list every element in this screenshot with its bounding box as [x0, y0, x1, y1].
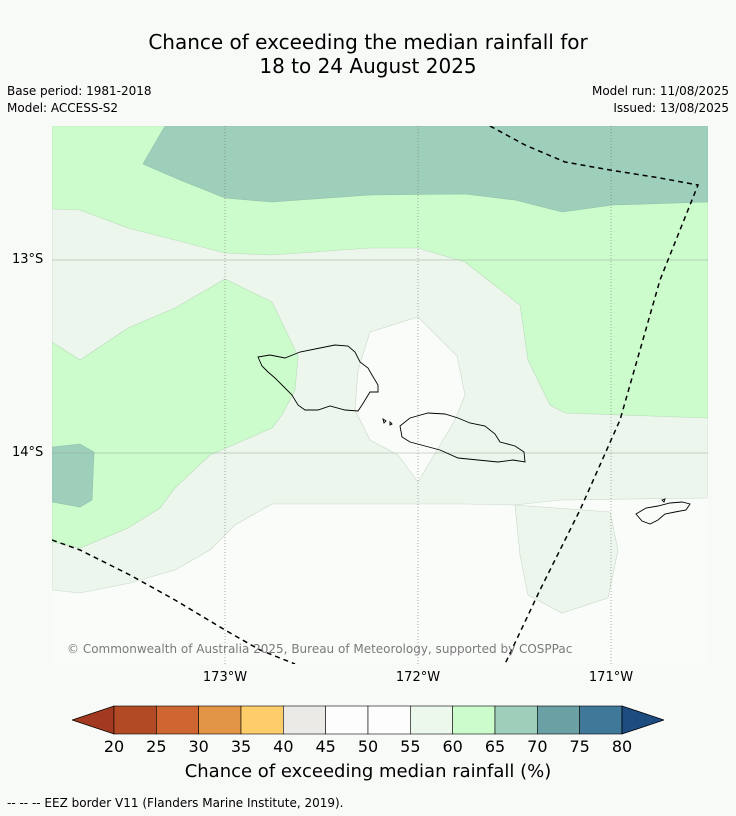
colorbar-tick-40: 40: [273, 737, 294, 756]
model-name: Model: ACCESS-S2: [7, 101, 119, 115]
colorbar-tick-60: 60: [442, 737, 463, 756]
colorbar-cell-50-55: [367, 705, 411, 735]
meta-right: Model run: 11/08/2025 Issued: 13/08/2025: [592, 83, 729, 117]
colorbar-cell-45-50: [325, 705, 369, 735]
colorbar-cell-30-35: [198, 705, 242, 735]
colorbar-tick-20: 20: [103, 737, 125, 756]
eez-border: [52, 126, 700, 664]
tutuila-island: [635, 501, 691, 525]
map-title: Chance of exceeding the median rainfall …: [0, 30, 736, 78]
colorbar-tick-55: 55: [400, 737, 421, 756]
zone-60-65-west: [52, 278, 299, 549]
savaii-island: [257, 344, 379, 412]
rainfall-map: [52, 126, 708, 664]
lon-label-171w: 171°W: [588, 670, 634, 685]
colorbar-cell-20-25: [113, 705, 157, 735]
gridlines: [52, 126, 708, 664]
model-run: Model run: 11/08/2025: [591, 84, 729, 98]
lat-label-13s: 13°S: [12, 252, 44, 267]
zone-55-60-east: [514, 504, 619, 614]
colorbar-arrow-low: [72, 705, 115, 735]
lon-label-172w: 172°W: [395, 670, 441, 685]
title-line-2: 18 to 24 August 2025: [259, 54, 477, 78]
eez-footnote: -- -- -- EEZ border V11 (Flanders Marine…: [7, 796, 344, 810]
colorbar-tick-65: 65: [484, 737, 506, 756]
colorbar-tick-50: 50: [357, 737, 379, 756]
meta-left: Base period: 1981-2018 Model: ACCESS-S2: [7, 83, 152, 117]
colorbar-cell-35-40: [240, 705, 284, 735]
colorbar: [72, 705, 664, 735]
colorbar-tick-45: 45: [315, 737, 336, 756]
coastlines: [257, 344, 691, 525]
colorbar-cell-25-30: [156, 705, 199, 735]
colorbar-cell-65-70: [494, 705, 538, 735]
colorbar-tick-30: 30: [188, 737, 209, 756]
colorbar-tick-25: 25: [146, 737, 167, 756]
zone-65-70-north: [142, 126, 708, 213]
copyright-notice: © Commonwealth of Australia 2025, Bureau…: [67, 642, 573, 656]
colorbar-cell-75-80: [579, 705, 623, 735]
base-period: Base period: 1981-2018: [7, 84, 152, 98]
colorbar-tick-80: 80: [611, 737, 633, 756]
issued-date: Issued: 13/08/2025: [613, 101, 729, 115]
colorbar-tick-75: 75: [569, 737, 590, 756]
colorbar-tick-35: 35: [230, 737, 252, 756]
lon-label-173w: 173°W: [202, 670, 248, 685]
zone-45-50-island: [354, 316, 466, 483]
colorbar-arrow-high: [621, 705, 664, 735]
zone-65-70-west: [52, 443, 95, 508]
colorbar-cell-55-60: [410, 705, 453, 735]
colorbar-tick-70: 70: [527, 737, 548, 756]
colorbar-cell-70-75: [537, 705, 580, 735]
colorbar-label: Chance of exceeding median rainfall (%): [184, 761, 552, 782]
upolu-island: [399, 412, 526, 463]
lat-label-14s: 14°S: [12, 445, 44, 460]
colorbar-cell-60-65: [452, 705, 496, 735]
title-line-1: Chance of exceeding the median rainfall …: [148, 30, 588, 54]
colorbar-cell-40-45: [283, 705, 326, 735]
